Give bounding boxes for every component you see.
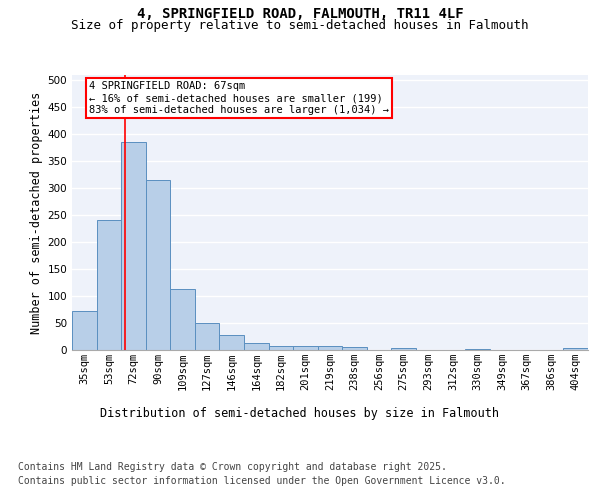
Bar: [195, 323, 220, 350]
Bar: [121, 142, 146, 350]
Y-axis label: Number of semi-detached properties: Number of semi-detached properties: [30, 92, 43, 334]
Bar: [170, 289, 195, 350]
Text: Contains public sector information licensed under the Open Government Licence v3: Contains public sector information licen…: [18, 476, 506, 486]
Text: 4, SPRINGFIELD ROAD, FALMOUTH, TR11 4LF: 4, SPRINGFIELD ROAD, FALMOUTH, TR11 4LF: [137, 8, 463, 22]
Bar: [318, 346, 342, 350]
Bar: [220, 335, 244, 350]
Bar: [244, 343, 269, 350]
Bar: [72, 310, 97, 350]
Text: 4 SPRINGFIELD ROAD: 67sqm
← 16% of semi-detached houses are smaller (199)
83% of: 4 SPRINGFIELD ROAD: 67sqm ← 16% of semi-…: [89, 82, 389, 114]
Bar: [465, 349, 490, 350]
Bar: [146, 180, 170, 350]
Bar: [563, 348, 588, 350]
Text: Size of property relative to semi-detached houses in Falmouth: Size of property relative to semi-detach…: [71, 18, 529, 32]
Bar: [342, 347, 367, 350]
Bar: [97, 220, 121, 350]
Bar: [391, 348, 416, 350]
Text: Contains HM Land Registry data © Crown copyright and database right 2025.: Contains HM Land Registry data © Crown c…: [18, 462, 447, 472]
Text: Distribution of semi-detached houses by size in Falmouth: Distribution of semi-detached houses by …: [101, 408, 499, 420]
Bar: [293, 346, 318, 350]
Bar: [269, 346, 293, 350]
